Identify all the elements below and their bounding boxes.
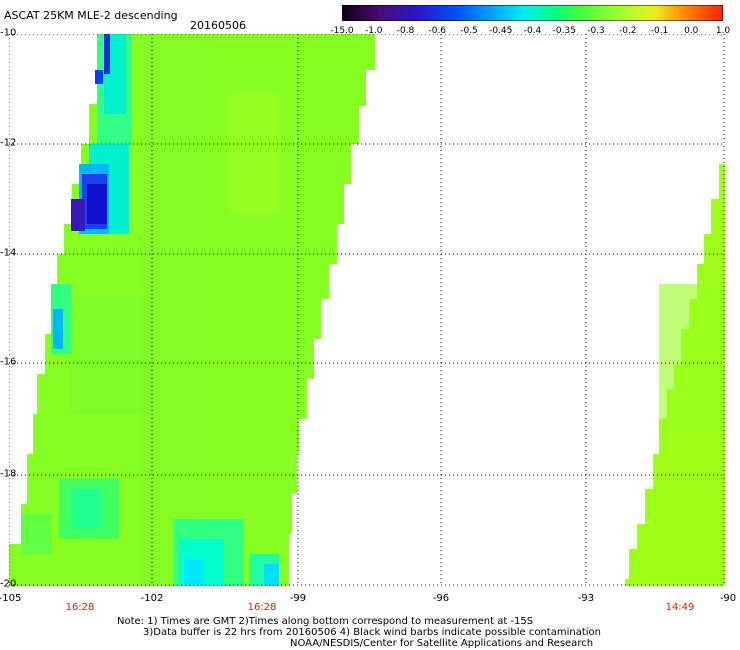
footnote-line-1: Note: 1) Times are GMT 2)Times along bot… (117, 616, 534, 627)
colorbar-tick-label: -0.4 (523, 26, 542, 36)
colorbar-tick-label: -0.6 (428, 26, 447, 36)
pass-time-label: 16:28 (65, 602, 95, 613)
colorbar-tick-label: -1.0 (364, 26, 383, 36)
lat-label: -20 (0, 578, 17, 590)
product-title: ASCAT 25KM MLE-2 descending (4, 9, 178, 22)
colorbar (342, 5, 723, 21)
colorbar-tick-label: -0.1 (650, 26, 669, 36)
footnote-line-3: NOAA/NESDIS/Center for Satellite Applica… (290, 638, 594, 649)
lat-label: -18 (0, 468, 17, 480)
lat-label: -12 (0, 137, 17, 149)
pass-time-label: 16:28 (247, 602, 277, 613)
colorbar-tick-label: -0.5 (460, 26, 478, 36)
colorbar-tick-label: -0.45 (489, 26, 513, 36)
colorbar-tick-label: -0.2 (618, 26, 637, 36)
lat-label: -16 (0, 356, 17, 368)
pass-time-label: 14:49 (665, 602, 695, 613)
product-date: 20160506 (190, 19, 246, 32)
right-swath (625, 164, 725, 586)
lat-label: -10 (0, 27, 17, 39)
colorbar-tick-label: -0.35 (552, 26, 576, 36)
wind-map (9, 34, 725, 586)
colorbar-tick-label: -15.0 (330, 26, 354, 36)
lon-label: -102 (140, 593, 164, 604)
footnote-line-2: 3)Data buffer is 22 hrs from 20160506 4)… (143, 627, 601, 638)
grid (9, 34, 725, 586)
colorbar-tick-label: -0.8 (396, 26, 415, 36)
lon-label: -105 (0, 593, 22, 604)
colorbar-tick-label: 1.0 (715, 26, 731, 36)
lat-label: -14 (0, 247, 17, 259)
colorbar-tick-label: -0.3 (587, 26, 605, 36)
lon-label: -96 (432, 593, 450, 604)
lon-label: -93 (577, 593, 595, 604)
colorbar-tick-label: 0.0 (684, 26, 699, 36)
left-swath (9, 34, 375, 586)
lon-label: -90 (719, 593, 737, 604)
lon-label: -99 (289, 593, 307, 604)
